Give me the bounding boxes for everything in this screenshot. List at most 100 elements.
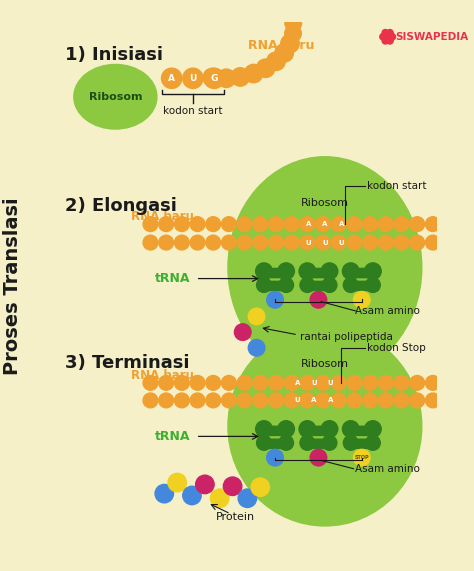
Circle shape [342, 421, 359, 437]
Text: Ribosom: Ribosom [89, 92, 142, 102]
Text: SISWAPEDIA: SISWAPEDIA [395, 32, 468, 42]
Text: U: U [189, 74, 197, 83]
Circle shape [269, 376, 283, 390]
Text: U: U [328, 380, 333, 386]
Circle shape [322, 278, 337, 292]
Circle shape [300, 393, 315, 408]
Circle shape [190, 217, 205, 231]
Circle shape [269, 393, 283, 408]
Circle shape [394, 393, 409, 408]
Circle shape [387, 30, 393, 36]
Circle shape [244, 65, 263, 83]
Circle shape [316, 393, 330, 408]
Circle shape [300, 278, 315, 292]
Circle shape [426, 376, 440, 390]
Circle shape [343, 278, 358, 292]
Circle shape [251, 478, 270, 496]
Ellipse shape [74, 65, 157, 129]
Circle shape [347, 393, 362, 408]
Circle shape [310, 292, 327, 308]
Circle shape [394, 235, 409, 250]
Circle shape [394, 376, 409, 390]
Circle shape [253, 393, 268, 408]
Text: 3) Terminasi: 3) Terminasi [64, 353, 189, 372]
Circle shape [237, 235, 252, 250]
Text: U: U [311, 380, 317, 386]
Circle shape [363, 376, 377, 390]
Circle shape [365, 436, 380, 451]
Circle shape [278, 421, 294, 437]
Circle shape [255, 263, 272, 279]
Circle shape [410, 376, 425, 390]
Text: U: U [305, 240, 311, 246]
Circle shape [206, 376, 220, 390]
FancyBboxPatch shape [348, 268, 375, 278]
Text: Asam amino: Asam amino [356, 306, 420, 316]
Circle shape [347, 376, 362, 390]
Circle shape [426, 217, 440, 231]
Circle shape [174, 235, 189, 250]
Text: A: A [294, 380, 300, 386]
Text: A: A [328, 397, 333, 403]
Circle shape [174, 393, 189, 408]
Circle shape [342, 263, 359, 279]
Circle shape [385, 34, 391, 39]
Circle shape [275, 44, 293, 62]
Text: kodon start: kodon start [367, 181, 427, 191]
Text: A: A [322, 221, 328, 227]
Circle shape [426, 393, 440, 408]
Circle shape [382, 30, 389, 36]
Circle shape [269, 235, 283, 250]
Text: Ribosom: Ribosom [301, 359, 349, 369]
Circle shape [210, 489, 229, 508]
Circle shape [378, 393, 393, 408]
Circle shape [300, 235, 315, 250]
Circle shape [183, 486, 201, 505]
Circle shape [410, 235, 425, 250]
Circle shape [321, 421, 338, 437]
Ellipse shape [228, 157, 422, 378]
Text: Protein: Protein [216, 512, 255, 522]
Circle shape [331, 217, 346, 231]
Circle shape [378, 235, 393, 250]
Circle shape [322, 436, 337, 451]
Text: U: U [294, 397, 300, 403]
Circle shape [310, 449, 327, 466]
Text: Ribosom: Ribosom [301, 198, 349, 208]
Circle shape [267, 449, 283, 466]
Circle shape [231, 68, 249, 86]
Circle shape [285, 25, 301, 42]
Circle shape [223, 477, 242, 496]
Text: A: A [306, 221, 311, 227]
Text: RNA baru: RNA baru [131, 369, 194, 382]
Circle shape [285, 15, 301, 31]
Circle shape [203, 69, 221, 87]
FancyBboxPatch shape [261, 282, 289, 291]
Circle shape [159, 393, 173, 408]
Text: kodon Stop: kodon Stop [367, 343, 426, 353]
Circle shape [365, 421, 381, 437]
Text: RNA baru: RNA baru [248, 39, 315, 53]
Circle shape [256, 436, 271, 451]
Circle shape [354, 449, 370, 466]
Circle shape [221, 376, 236, 390]
Circle shape [382, 38, 389, 44]
Circle shape [162, 68, 182, 89]
Circle shape [363, 393, 377, 408]
Circle shape [299, 421, 316, 437]
Circle shape [279, 278, 293, 292]
Text: Asam amino: Asam amino [356, 464, 420, 474]
Circle shape [204, 68, 224, 89]
Text: U: U [339, 240, 344, 246]
Circle shape [343, 436, 358, 451]
Text: tRNA: tRNA [155, 272, 191, 285]
Text: G: G [210, 74, 218, 83]
Circle shape [206, 235, 220, 250]
Circle shape [300, 436, 315, 451]
Circle shape [168, 473, 186, 492]
Circle shape [217, 69, 236, 87]
Text: rantai polipeptida: rantai polipeptida [300, 332, 393, 341]
Circle shape [196, 475, 214, 493]
Circle shape [256, 59, 275, 78]
Circle shape [155, 484, 173, 503]
